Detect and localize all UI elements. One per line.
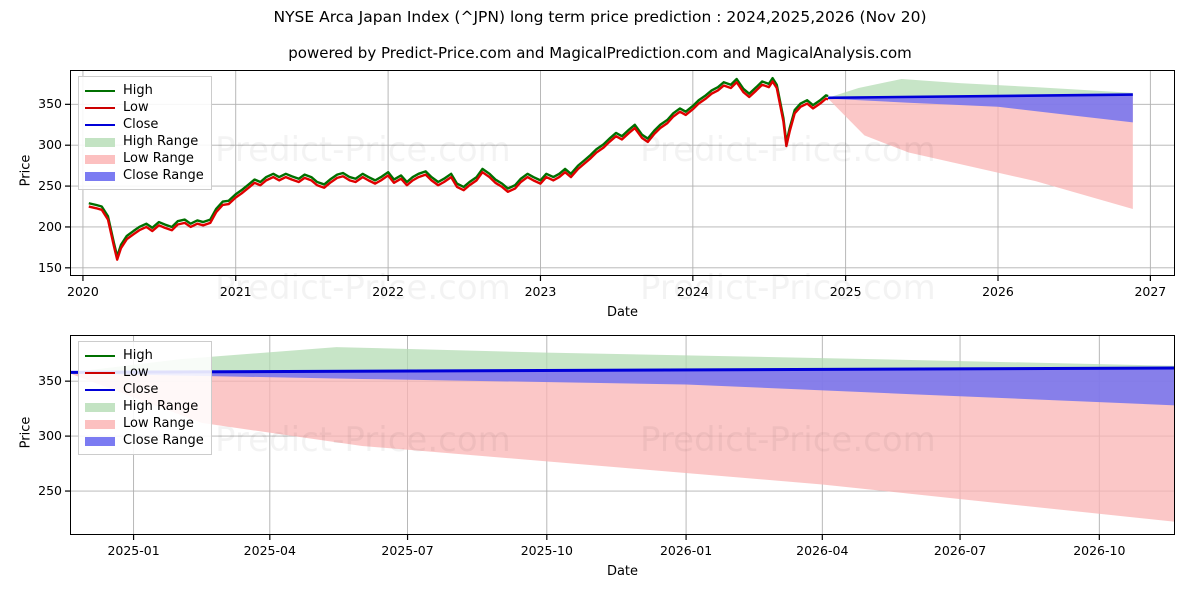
legend-item-low[interactable]: Low [85, 364, 204, 381]
legend-item-high[interactable]: High [85, 82, 204, 99]
x-axis-tick-label: 2026-01 [659, 543, 713, 558]
legend-item-label: Close Range [123, 432, 204, 448]
legend-item-label: High [123, 347, 153, 363]
legend-item-label: Low [123, 99, 149, 115]
x-axis-tick-label: 2025 [829, 284, 862, 299]
x-axis-tick-label: 2025-10 [520, 543, 573, 558]
y-axis-title: Price [18, 154, 34, 187]
x-axis-tick-label: 2025-01 [107, 543, 160, 558]
x-axis-tick-label: 2025-04 [243, 543, 296, 558]
legend-item-label: High Range [123, 133, 199, 149]
legend-item-label: High [123, 82, 153, 98]
y-axis-tick-label: 200 [38, 218, 62, 234]
legend-item-label: Close [123, 116, 159, 132]
long-term-chart-canvas [65, 70, 1175, 281]
legend-item-label: Low Range [123, 150, 194, 166]
long-term-chart-panel: 150 200 250 300 350 2020 2021 2022 2023 2024 2025 2… [18, 70, 1175, 320]
x-axis-title: Date [606, 305, 639, 320]
legend-item-low[interactable]: Low [85, 99, 204, 116]
legend-item-close-range[interactable]: Close Range [85, 432, 204, 449]
x-axis-tick-label: 2021 [219, 284, 252, 299]
watermark: Predict-Price.com [215, 420, 511, 460]
legend-item-high-range[interactable]: High Range [85, 398, 204, 415]
y-axis-title: Price [18, 416, 34, 449]
legend-item-low-range[interactable]: Low Range [85, 415, 204, 432]
x-axis-title: Date [606, 564, 639, 579]
x-axis-tick-label: 2023 [524, 284, 557, 299]
legend-item-close[interactable]: Close [85, 381, 204, 398]
forecast-detail-plot-frame [70, 335, 1175, 535]
x-axis-tick-label: 2027 [1134, 284, 1167, 299]
y-axis-tick-label: 350 [38, 373, 62, 389]
legend-line-swatch-icon [85, 101, 115, 115]
legend-item-label: Close Range [123, 167, 204, 183]
chart-legend[interactable]: High Low Close High Range Low Range Close Ran… [78, 341, 212, 455]
y-axis-tick-label: 150 [38, 259, 62, 275]
legend-patch-swatch-icon [85, 169, 115, 183]
page-title: NYSE Arca Japan Index (^JPN) long term p… [273, 8, 927, 26]
y-axis-tick-label: 350 [38, 96, 62, 112]
chart-legend[interactable]: High Low Close High Range Low Range Close Ran… [78, 76, 212, 190]
legend-item-label: Low [123, 364, 149, 380]
legend-patch-swatch-icon [85, 417, 115, 431]
legend-patch-swatch-icon [85, 135, 115, 149]
legend-patch-swatch-icon [85, 400, 115, 414]
y-axis-tick-label: 250 [38, 483, 62, 499]
legend-item-high[interactable]: High [85, 347, 204, 364]
x-axis-tick-label: 2026-10 [1073, 543, 1126, 558]
x-axis-tick-label: 2020 [67, 284, 99, 299]
x-axis-tick-label: 2026-07 [933, 543, 987, 558]
long-term-plot-frame [70, 70, 1175, 276]
legend-item-label: Low Range [123, 415, 194, 431]
legend-item-label: High Range [123, 398, 199, 414]
legend-patch-swatch-icon [85, 434, 115, 448]
watermark: Predict-Price.com [640, 420, 936, 460]
page-subtitle: powered by Predict-Price.com and Magical… [288, 44, 912, 62]
legend-line-swatch-icon [85, 366, 115, 380]
y-axis-tick-label: 300 [38, 428, 62, 444]
x-axis-tick-label: 2026 [982, 284, 1014, 299]
legend-patch-swatch-icon [85, 152, 115, 166]
legend-line-swatch-icon [85, 84, 115, 98]
y-axis-tick-label: 250 [38, 178, 62, 194]
y-axis-tick-label: 300 [38, 137, 62, 153]
legend-item-close-range[interactable]: Close Range [85, 167, 204, 184]
legend-item-low-range[interactable]: Low Range [85, 150, 204, 167]
legend-item-high-range[interactable]: High Range [85, 133, 204, 150]
x-axis-tick-label: 2026-04 [796, 543, 849, 558]
legend-line-swatch-icon [85, 383, 115, 397]
x-axis-tick-label: 2022 [372, 284, 404, 299]
legend-line-swatch-icon [85, 349, 115, 363]
x-axis-tick-label: 2025-07 [381, 543, 434, 558]
legend-line-swatch-icon [85, 118, 115, 132]
legend-item-label: Close [123, 381, 159, 397]
legend-item-close[interactable]: Close [85, 116, 204, 133]
x-axis-tick-label: 2024 [676, 284, 709, 299]
